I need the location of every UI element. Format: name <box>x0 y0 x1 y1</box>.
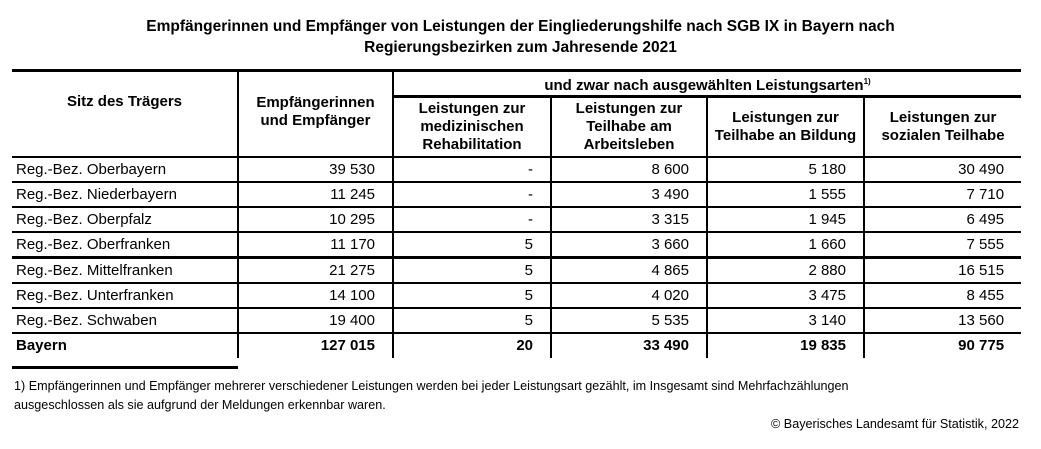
table-cell: 30 490 <box>862 157 1022 183</box>
table-cell: 8 600 <box>550 157 707 183</box>
table-cell: 3 490 <box>550 182 707 208</box>
header-sozial: Leistungen zur sozialen Teilhabe <box>862 96 1022 158</box>
header-total: Empfängerinnen und Empfänger <box>237 69 393 158</box>
table-cell: 1 660 <box>706 232 864 259</box>
table-cell: - <box>392 182 551 208</box>
data-table: Sitz des Trägers Empfängerinnen und Empf… <box>12 69 1022 358</box>
table-cell: 33 490 <box>550 333 707 358</box>
row-label: Bayern <box>16 337 67 354</box>
table-cell: - <box>392 207 551 233</box>
table-cell: 3 315 <box>550 207 707 233</box>
footnote-line-1: 1) Empfängerinnen und Empfänger mehrerer… <box>14 379 849 393</box>
table-cell: 5 <box>392 232 551 259</box>
row-label: Reg.-Bez. Oberfranken <box>12 232 238 259</box>
footnote: 1) Empfängerinnen und Empfänger mehrerer… <box>14 377 1024 415</box>
row-label: Reg.-Bez. Schwaben <box>12 308 238 334</box>
table-cell: 3 140 <box>706 308 864 334</box>
table-cell: 3 660 <box>550 232 707 259</box>
table-row: Reg.-Bez. Oberpfalz 10 295-3 315 1 945 6 49… <box>12 207 1022 233</box>
table-cell: 4 020 <box>550 283 707 309</box>
header-group: und zwar nach ausgewählten Leistungsarte… <box>391 69 1022 98</box>
row-label: Reg.-Bez. Oberpfalz <box>12 207 238 233</box>
title-line-1: Empfängerinnen und Empfänger von Leistun… <box>146 18 895 35</box>
header-arbeit: Leistungen zur Teilhabe am Arbeitsleben <box>550 96 707 158</box>
table-row: Reg.-Bez. Oberbayern 39 530-8 600 5 180 30 … <box>12 157 1022 183</box>
table-cell: 19 400 <box>237 308 393 334</box>
table-cell: 8 455 <box>862 283 1022 309</box>
table-cell: 6 495 <box>862 207 1022 233</box>
header-med: Leistungen zur medizinischen Rehabilitat… <box>392 96 551 158</box>
table-cell: 1 555 <box>706 182 864 208</box>
header-group-label: und zwar nach ausgewählten Leistungsarte… <box>544 76 864 94</box>
row-label: Reg.-Bez. Mittelfranken <box>12 257 238 284</box>
table-cell: 127 015 <box>237 333 393 358</box>
total-row: Bayern 127 015 20 33 490 19 835 90 775 <box>12 333 1022 358</box>
table-row: Reg.-Bez. Oberfranken 11 170 5 3 660 1 660 7 … <box>12 232 1022 259</box>
table-cell: 5 <box>392 257 551 284</box>
copyright: © Bayerisches Landesamt für Statistik, 2… <box>771 417 1019 431</box>
table-cell: 21 275 <box>237 257 393 284</box>
table-cell: 2 880 <box>706 257 864 284</box>
row-label: Reg.-Bez. Oberbayern <box>12 157 238 183</box>
row-label: Reg.-Bez. Unterfranken <box>12 283 238 309</box>
row-label: Reg.-Bez. Niederbayern <box>12 182 238 208</box>
table-cell: 16 515 <box>862 257 1022 284</box>
table-cell: 13 560 <box>862 308 1022 334</box>
table-cell: 19 835 <box>706 333 864 358</box>
table-cell: 90 775 <box>862 333 1022 358</box>
table-cell: 7 555 <box>862 232 1022 259</box>
table-cell: 20 <box>392 333 551 358</box>
table-row: Reg.-Bez. Niederbayern 11 245-3 490 1 555 7… <box>12 182 1022 208</box>
table-cell: 14 100 <box>237 283 393 309</box>
table-cell: 5 <box>392 283 551 309</box>
table-row: Reg.-Bez. Mittelfranken 21 275 5 4 865 2 880… <box>12 257 1022 284</box>
table-row: Reg.-Bez. Unterfranken 14 100 5 4 020 3 475 8… <box>12 283 1022 309</box>
header-bildung: Leistungen zur Teilhabe an Bildung <box>706 96 864 158</box>
table-cell: 7 710 <box>862 182 1022 208</box>
table-cell: 4 865 <box>550 257 707 284</box>
table-cell: 5 535 <box>550 308 707 334</box>
title-line-2: Regierungsbezirken zum Jahresende 2021 <box>364 39 677 56</box>
table-cell: 10 295 <box>237 207 393 233</box>
table-row: Reg.-Bez. Schwaben 19 400 5 5 535 3 140 13 56… <box>12 308 1022 334</box>
table-cell: 11 170 <box>237 232 393 259</box>
footnote-mark: 1) <box>863 76 871 86</box>
table-cell: 1 945 <box>706 207 864 233</box>
header-seat: Sitz des Trägers <box>12 69 238 158</box>
table-cell: - <box>392 157 551 183</box>
footnote-divider <box>12 366 238 369</box>
table-cell: 39 530 <box>237 157 393 183</box>
table-cell: 11 245 <box>237 182 393 208</box>
footnote-line-2: ausgeschlossen als sie aufgrund der Meld… <box>14 398 386 412</box>
table-cell: 3 475 <box>706 283 864 309</box>
table-cell: 5 <box>392 308 551 334</box>
table-cell: 5 180 <box>706 157 864 183</box>
table-title: Empfängerinnen und Empfänger von Leistun… <box>0 16 1041 58</box>
